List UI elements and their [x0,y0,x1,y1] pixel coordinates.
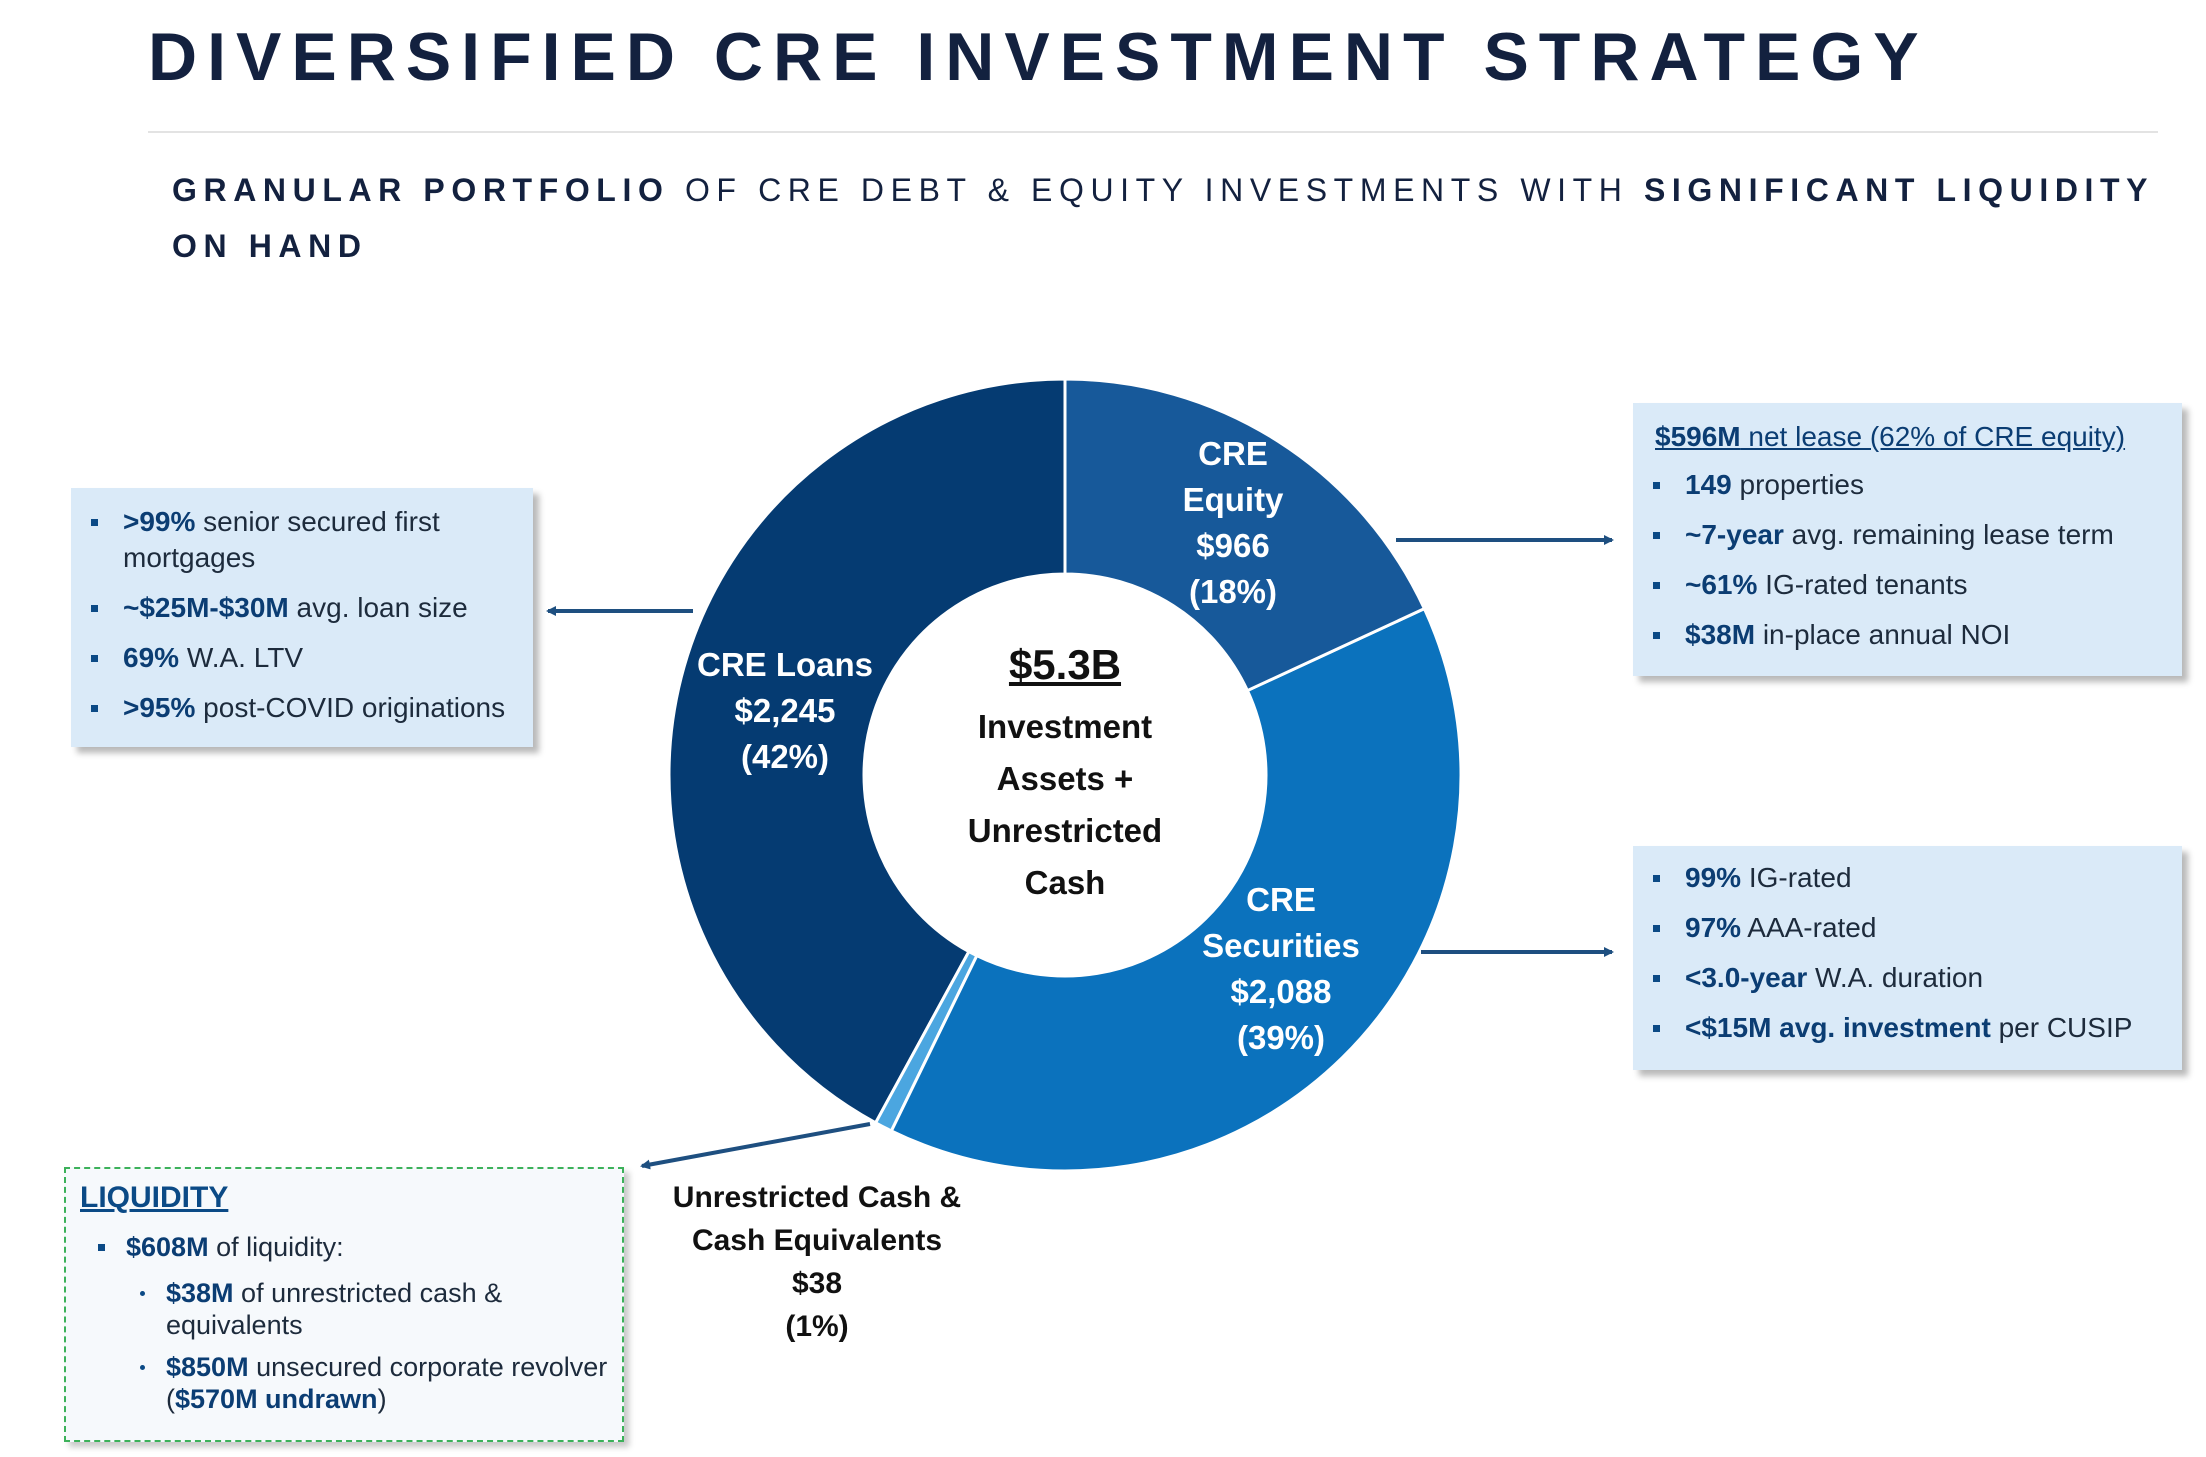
text: IG-rated tenants [1757,569,1968,600]
bold-text: >95% [123,692,196,723]
bullet-item: 69% W.A. LTV [71,640,533,676]
text: of liquidity: [208,1232,344,1262]
slice-name: Unrestricted Cash & Cash Equivalents [672,1181,962,1257]
slice-label: CRE Loans $2,245 (42%) [685,642,885,780]
text: AAA-rated [1741,912,1877,943]
loans-box: >99% senior secured first mortgages ~$25M… [71,488,533,747]
slice-value: $966 [1196,527,1270,564]
bullet-item: <3.0-year W.A. duration [1633,960,2182,996]
text: properties [1731,469,1865,500]
donut-slice [889,606,1463,1173]
slice-percent: (39%) [1236,1019,1326,1056]
slice-percent: (1%) [785,1310,849,1343]
text: post-COVID originations [195,692,506,723]
bold-text: ~$25M-$30M [123,592,289,623]
slice-name: CRE Securities [1202,881,1360,964]
text: net lease (62% of CRE equity) [1740,421,2126,452]
bold-text: <3.0-year [1685,962,1808,993]
bold-text: ~61% [1685,569,1758,600]
bullet-item: ~7-year avg. remaining lease term [1633,517,2182,553]
bold-text: $570M undrawn [175,1384,378,1414]
slice-name: CRE Loans [696,646,874,683]
arrows [546,535,1614,1170]
bold-text: $596M [1655,421,1741,452]
text: of unrestricted cash & equivalents [166,1278,510,1340]
title: DIVERSIFIED CRE INVESTMENT STRATEGY [148,19,1929,95]
bullet [140,1365,145,1370]
arrow [640,1122,871,1170]
bold-text: 69% [123,642,180,673]
text: per CUSIP [1990,1012,2133,1043]
bullet-item: $850M unsecured corporate revolver ($570… [80,1351,608,1415]
text: avg. loan size [288,592,468,623]
slice-percent: (18%) [1188,573,1278,610]
bullet-item: ~61% IG-rated tenants [1633,567,2182,603]
slice-label: CRE Equity $966 (18%) [1168,431,1298,615]
bullet-item: <$15M avg. investment per CUSIP [1633,1010,2182,1046]
equity-box: $596M net lease (62% of CRE equity) 149 … [1633,403,2182,676]
liquidity-box: LIQUIDITY $608M of liquidity: $38M of un… [64,1167,624,1442]
slice-value: $2,088 [1230,973,1332,1010]
bullet-item: 99% IG-rated [1633,860,2182,896]
bold-text: 99% [1685,862,1742,893]
slice-label: Unrestricted Cash & Cash Equivalents $38 (… [652,1176,982,1348]
bold-text: GRANULAR PORTFOLIO [172,172,670,208]
donut-slice [1063,377,1427,693]
bold-text: >99% [123,506,196,537]
bullet [140,1291,145,1296]
bold-text: <$15M avg. investment [1685,1012,1991,1043]
text: senior secured first mortgages [123,506,448,573]
bold-text: $608M [126,1232,209,1262]
text: IG-rated [1741,862,1852,893]
bullet-item: $38M of unrestricted cash & equivalents [80,1277,608,1341]
bold-text: 97% [1685,912,1742,943]
bullet-item: >95% post-COVID originations [71,690,533,726]
bullet-item: $38M in-place annual NOI [1633,617,2182,653]
subtitle: GRANULAR PORTFOLIO OF CRE DEBT & EQUITY … [172,162,2162,274]
equity-heading: $596M net lease (62% of CRE equity) [1633,417,2182,457]
bullet-item: ~$25M-$30M avg. loan size [71,590,533,626]
bold-text: $38M [1685,619,1756,650]
center-label: $5.3B Investment Assets + Unrestricted C… [956,641,1174,909]
bullet-item: $608M of liquidity: [80,1231,608,1263]
bullet-item: 149 properties [1633,467,2182,503]
divider [148,131,2158,133]
slice-name: CRE Equity [1182,435,1284,518]
text: ) [377,1384,387,1414]
donut-slice [667,377,1067,1125]
slice-percent: (42%) [740,738,830,775]
text: OF CRE DEBT & EQUITY INVESTMENTS WITH [669,172,1644,208]
text: W.A. duration [1807,962,1984,993]
slice-label: CRE Securities $2,088 (39%) [1181,877,1381,1061]
slice-value: $2,245 [734,692,836,729]
bold-text: 149 [1685,469,1732,500]
bold-text: SIGNIFICANT LIQUIDITY ON HAND [172,172,2170,264]
center-value: $5.3B [1008,641,1122,688]
slice-value: $38 [791,1267,843,1300]
text: unsecured corporate revolver ( [166,1352,615,1414]
liquidity-title: LIQUIDITY [80,1181,229,1214]
bold-text: $850M [166,1352,249,1382]
bold-text: ~7-year [1685,519,1784,550]
bullet [98,1244,105,1251]
center-text: Investment Assets + Unrestricted Cash [967,708,1163,901]
text: in-place annual NOI [1755,619,2011,650]
text: avg. remaining lease term [1783,519,2114,550]
securities-box: 99% IG-rated 97% AAA-rated <3.0-year W.A. … [1633,846,2182,1070]
text: W.A. LTV [179,642,303,673]
bullet-item: 97% AAA-rated [1633,910,2182,946]
bold-text: $38M [166,1278,234,1308]
bullet-item: >99% senior secured first mortgages [71,504,533,576]
